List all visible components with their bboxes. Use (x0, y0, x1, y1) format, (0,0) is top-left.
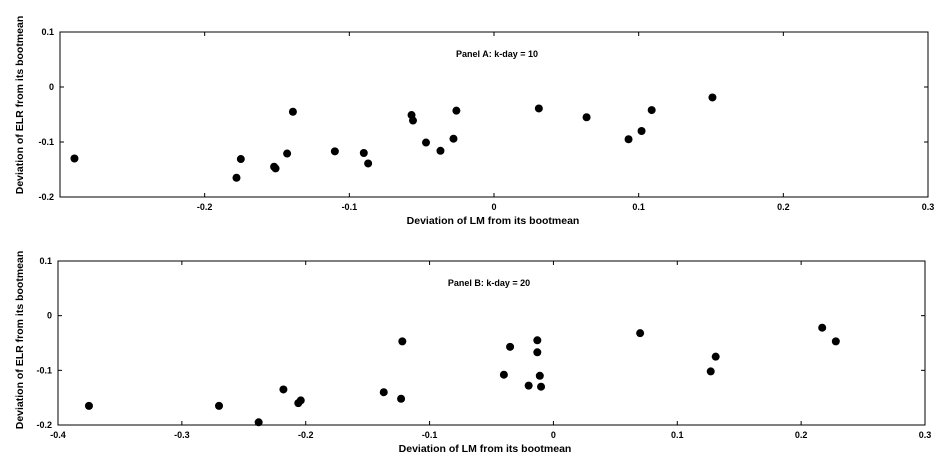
panel-b-x-tick-label: 0 (551, 430, 556, 440)
panel-a-data-point (708, 93, 717, 102)
panel-b-x-tick-label: -0.2 (298, 430, 314, 440)
panel-a-data-point (288, 107, 297, 116)
panel-a-data-point (330, 147, 339, 156)
panel-b-x-tick-label: -0.4 (50, 430, 66, 440)
panel-a-data-point (452, 106, 461, 115)
panel-b-data-point (818, 323, 827, 332)
panel-b-data-point (711, 352, 720, 361)
panel-a-data-point (271, 164, 280, 173)
panel-b-data-point (296, 396, 305, 405)
panel-a-data-point (283, 149, 292, 158)
panel-b-y-tick-label: 0 (47, 311, 52, 321)
panel-b-x-tick-label: -0.1 (422, 430, 438, 440)
panel-b-data-point (254, 418, 263, 427)
panel-b-scatter-plot: Panel B: k-day = 20 Deviation of LM from… (14, 251, 931, 455)
panel-b-y-tick-label: 0.1 (39, 256, 52, 266)
panel-a-x-tick-label: 0.2 (777, 202, 790, 212)
panel-b-data-point (636, 329, 645, 338)
panel-b-data-point (215, 401, 224, 410)
panel-b-data-point (537, 382, 546, 391)
panel-a-y-axis-label: Deviation of ELR from its bootmean (14, 16, 26, 195)
panel-b-data-point (535, 371, 544, 380)
panel-b-data-point (398, 337, 407, 346)
panel-b-data-point (831, 337, 840, 346)
panel-a-x-tick-label: 0 (491, 202, 496, 212)
panel-b-data-point (524, 381, 533, 390)
panel-b-data-point (533, 336, 542, 345)
panel-b-y-tick-label: -0.1 (36, 365, 52, 375)
panel-b-y-axis-label: Deviation of ELR from its bootmean (14, 251, 26, 430)
panel-a-x-tick-label: 0.1 (632, 202, 645, 212)
panel-b-data-point (84, 401, 93, 410)
panel-a-data-point (232, 173, 241, 182)
panel-b-data-point (506, 342, 515, 351)
panel-b-axes-box (57, 260, 926, 426)
panel-a-x-axis-label: Deviation of LM from its bootmean (407, 215, 580, 227)
panel-a-data-point (534, 104, 543, 113)
panel-a-scatter-plot: Panel A: k-day = 10 Deviation of LM from… (14, 16, 934, 227)
panel-a-data-point (70, 154, 79, 163)
panel-b-data-point (279, 385, 288, 394)
panel-a-data-point (408, 116, 417, 125)
panel-a-x-tick-label: -0.1 (342, 202, 358, 212)
panel-b-title: Panel B: k-day = 20 (448, 278, 530, 288)
panel-a-data-point (637, 127, 646, 135)
panel-a-data-point (236, 155, 245, 164)
panel-b-x-axis-label: Deviation of LM from its bootmean (399, 443, 572, 455)
panel-a-data-point (624, 135, 633, 144)
panel-a-y-tick-label: 0.1 (41, 27, 54, 37)
panel-a-y-tick-label: -0.1 (38, 137, 54, 147)
panel-a-title: Panel A: k-day = 10 (456, 49, 538, 59)
panel-b-data-point (706, 367, 715, 376)
panel-b-y-tick-label: -0.2 (36, 420, 52, 430)
panel-a-data-point (359, 149, 368, 157)
panel-a-y-tick-label: -0.2 (38, 192, 54, 202)
panel-b-x-tick-label: 0.3 (919, 430, 932, 440)
panel-a-data-point (647, 106, 656, 115)
panel-a-data-point (436, 146, 445, 155)
panel-a-x-tick-label: -0.2 (197, 202, 213, 212)
panel-a-y-tick-label: 0 (49, 82, 54, 92)
panel-b-data-point (533, 348, 542, 357)
panel-a-data-point (422, 138, 431, 147)
panel-b-x-tick-label: 0.1 (671, 430, 684, 440)
panel-b-x-tick-label: 0.2 (795, 430, 808, 440)
panel-a-data-point (364, 159, 373, 168)
panel-b-data-point (499, 370, 508, 379)
panel-b-x-tick-label: -0.3 (174, 430, 190, 440)
panel-b-data-point (379, 388, 388, 397)
panel-b-data-point (397, 394, 406, 403)
panel-a-data-point (582, 113, 591, 122)
panel-a-data-point (449, 134, 458, 143)
panel-a-x-tick-label: 0.3 (922, 202, 935, 212)
